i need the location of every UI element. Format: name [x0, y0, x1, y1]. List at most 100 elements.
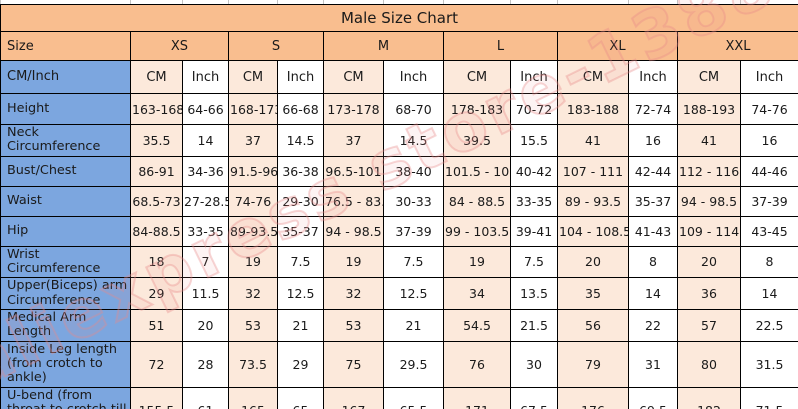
unit-corner-label: CM/Inch: [0, 60, 131, 94]
value-cell: 29: [277, 340, 324, 388]
value-cell: 13.5: [510, 277, 558, 310]
row-label: Bust/Chest: [0, 155, 131, 187]
value-cell: 20: [182, 308, 229, 342]
value-cell: 7.5: [510, 245, 558, 279]
value-cell: 67.5: [510, 386, 558, 409]
value-cell: 14: [628, 277, 678, 310]
size-header-row: Size XS S M L XL XXL: [0, 31, 798, 61]
value-cell: 75: [323, 340, 384, 388]
value-cell: 27-28.5: [182, 185, 229, 217]
value-cell: 14.5: [383, 124, 444, 157]
value-cell: 38-40: [383, 155, 444, 187]
title-row: Male Size Chart: [0, 4, 798, 32]
value-cell: 41-43: [628, 215, 678, 247]
value-cell: 104 - 108.5: [557, 215, 629, 247]
value-cell: 96.5-101: [323, 155, 384, 187]
value-cell: 37-39: [383, 215, 444, 247]
value-cell: 51: [130, 308, 183, 342]
row-label: Hip: [0, 215, 131, 247]
value-cell: 30: [510, 340, 558, 388]
value-cell: 12.5: [277, 277, 324, 310]
value-cell: 168-173: [228, 93, 278, 125]
value-cell: 41: [557, 124, 629, 157]
unit-header-cm: CM: [677, 60, 741, 94]
chart-title: Male Size Chart: [0, 4, 798, 32]
value-cell: 36: [677, 277, 741, 310]
value-cell: 84-88.5: [130, 215, 183, 247]
value-cell: 86-91: [130, 155, 183, 187]
value-cell: 178-183: [443, 93, 511, 125]
value-cell: 70-72: [510, 93, 558, 125]
row-label: Inside Leg length (from crotch to ankle): [0, 340, 131, 388]
value-cell: 171: [443, 386, 511, 409]
value-cell: 40-42: [510, 155, 558, 187]
unit-header-inch: Inch: [383, 60, 444, 94]
value-cell: 56: [557, 308, 629, 342]
measurement-row: Height 163-168 64-66 168-173 66-68 173-178 68-…: [0, 93, 798, 125]
value-cell: 101.5 - 106: [443, 155, 511, 187]
value-cell: 29.5: [383, 340, 444, 388]
value-cell: 12.5: [383, 277, 444, 310]
value-cell: 53: [323, 308, 384, 342]
unit-header-cm: CM: [130, 60, 183, 94]
value-cell: 20: [557, 245, 629, 279]
value-cell: 32: [228, 277, 278, 310]
measurement-row: Wrist Circumference 18 7 19 7.5 19 7.5 19 7.5 20 8…: [0, 245, 798, 279]
unit-header-inch: Inch: [182, 60, 229, 94]
value-cell: 57: [677, 308, 741, 342]
value-cell: 32: [323, 277, 384, 310]
value-cell: 31.5: [740, 340, 798, 388]
value-cell: 16: [628, 124, 678, 157]
value-cell: 72: [130, 340, 183, 388]
value-cell: 54.5: [443, 308, 511, 342]
value-cell: 28: [182, 340, 229, 388]
value-cell: 36-38: [277, 155, 324, 187]
unit-header-cm: CM: [323, 60, 384, 94]
value-cell: 39.5: [443, 124, 511, 157]
value-cell: 14: [182, 124, 229, 157]
measurement-row: Bust/Chest 86-91 34-36 91.5-96 36-38 96.5-101…: [0, 155, 798, 187]
value-cell: 94 - 98.5: [323, 215, 384, 247]
value-cell: 37: [228, 124, 278, 157]
unit-header-cm: CM: [443, 60, 511, 94]
size-header-xl: XL: [557, 31, 678, 61]
value-cell: 94 - 98.5: [677, 185, 741, 217]
row-label: Upper(Biceps) arm Circumference: [0, 277, 131, 310]
value-cell: 21: [383, 308, 444, 342]
value-cell: 37-39: [740, 185, 798, 217]
value-cell: 35-37: [277, 215, 324, 247]
measurement-row: Neck Circumference 35.5 14 37 14.5 37 14.5 39.5…: [0, 124, 798, 157]
size-header-xs: XS: [130, 31, 229, 61]
value-cell: 91.5-96: [228, 155, 278, 187]
value-cell: 79: [557, 340, 629, 388]
measurement-row: Upper(Biceps) arm Circumference 29 11.5 32 1…: [0, 277, 798, 310]
value-cell: 155.5: [130, 386, 183, 409]
value-cell: 167: [323, 386, 384, 409]
value-cell: 65: [277, 386, 324, 409]
value-cell: 76.5 - 83.5: [323, 185, 384, 217]
value-cell: 173-178: [323, 93, 384, 125]
size-header-m: M: [323, 31, 444, 61]
row-label: Wrist Circumference: [0, 245, 131, 279]
unit-header-row: CM/Inch CM Inch CM Inch CM Inch CM Inch CM Inch CM I…: [0, 60, 798, 94]
value-cell: 89 - 93.5: [557, 185, 629, 217]
value-cell: 71.5: [740, 386, 798, 409]
value-cell: 68-70: [383, 93, 444, 125]
measurement-row: Inside Leg length (from crotch to ankle)…: [0, 340, 798, 388]
value-cell: 7.5: [383, 245, 444, 279]
value-cell: 69.5: [628, 386, 678, 409]
value-cell: 43-45: [740, 215, 798, 247]
value-cell: 8: [740, 245, 798, 279]
value-cell: 183-188: [557, 93, 629, 125]
value-cell: 22.5: [740, 308, 798, 342]
value-cell: 37: [323, 124, 384, 157]
value-cell: 16: [740, 124, 798, 157]
value-cell: 41: [677, 124, 741, 157]
value-cell: 72-74: [628, 93, 678, 125]
unit-header-inch: Inch: [510, 60, 558, 94]
value-cell: 21.5: [510, 308, 558, 342]
value-cell: 80: [677, 340, 741, 388]
value-cell: 19: [228, 245, 278, 279]
